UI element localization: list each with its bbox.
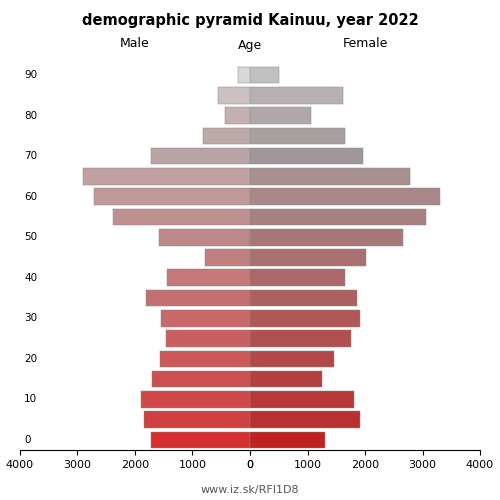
Bar — [250, 330, 351, 347]
Bar — [250, 371, 322, 388]
Bar — [250, 391, 354, 407]
Bar — [250, 290, 357, 306]
Bar — [226, 108, 250, 124]
Text: Male: Male — [120, 36, 150, 50]
Bar — [83, 168, 250, 185]
Text: 10: 10 — [24, 394, 38, 404]
Bar — [203, 128, 250, 144]
Bar — [250, 108, 311, 124]
Bar — [250, 229, 403, 246]
Bar — [162, 310, 250, 326]
Text: www.iz.sk/RFI1D8: www.iz.sk/RFI1D8 — [200, 485, 300, 495]
Text: 0: 0 — [24, 435, 30, 445]
Bar — [218, 87, 250, 104]
Text: Age: Age — [238, 40, 262, 52]
Bar — [238, 67, 250, 84]
Bar — [250, 249, 366, 266]
Bar — [250, 67, 280, 84]
Bar — [250, 270, 346, 286]
Bar — [151, 148, 250, 164]
Bar — [160, 350, 250, 367]
Bar — [113, 208, 250, 226]
Bar — [166, 270, 250, 286]
Text: 80: 80 — [24, 110, 38, 120]
Bar — [250, 310, 360, 326]
Text: 90: 90 — [24, 70, 38, 80]
Bar — [166, 330, 250, 347]
Text: 50: 50 — [24, 232, 38, 242]
Bar — [146, 290, 250, 306]
Bar — [250, 168, 410, 185]
Bar — [152, 371, 250, 388]
Text: demographic pyramid Kainuu, year 2022: demographic pyramid Kainuu, year 2022 — [82, 12, 418, 28]
Bar — [250, 208, 426, 226]
Bar — [250, 188, 440, 205]
Bar — [151, 432, 250, 448]
Text: 40: 40 — [24, 273, 38, 283]
Bar — [250, 128, 346, 144]
Bar — [250, 87, 343, 104]
Text: 20: 20 — [24, 354, 38, 364]
Text: Female: Female — [342, 36, 388, 50]
Text: 30: 30 — [24, 314, 38, 324]
Bar — [141, 391, 250, 407]
Bar — [250, 412, 360, 428]
Bar — [94, 188, 250, 205]
Text: 60: 60 — [24, 192, 38, 202]
Bar — [250, 148, 362, 164]
Bar — [144, 412, 250, 428]
Text: 70: 70 — [24, 151, 38, 161]
Bar — [159, 229, 250, 246]
Bar — [250, 350, 334, 367]
Bar — [205, 249, 250, 266]
Bar — [250, 432, 325, 448]
